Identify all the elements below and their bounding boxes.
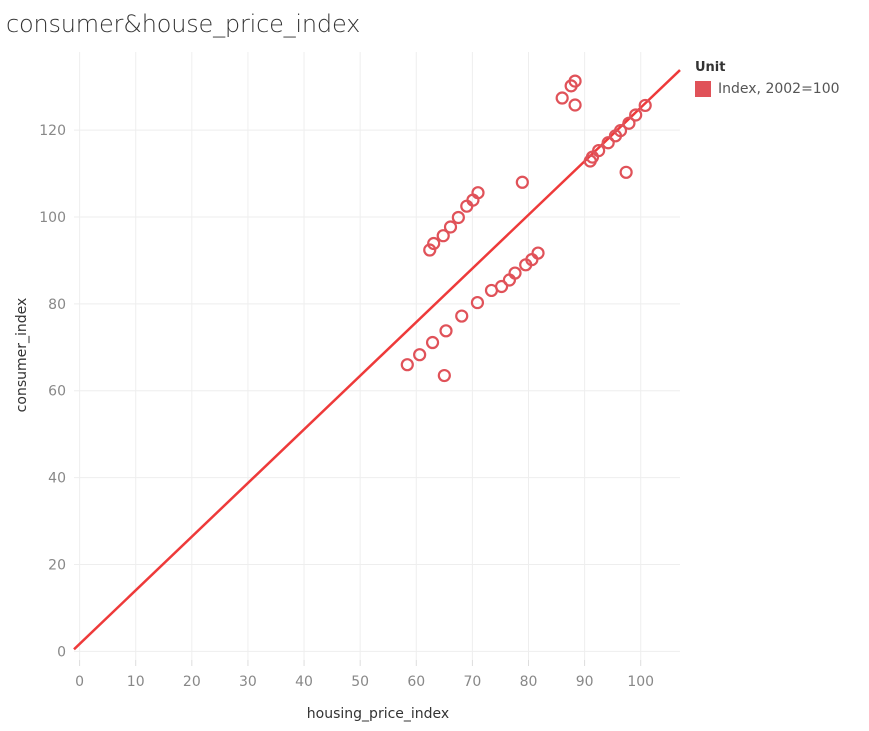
trend-line [73, 69, 681, 651]
data-point[interactable] [439, 324, 453, 338]
grid [74, 52, 680, 666]
data-point[interactable] [508, 266, 522, 280]
data-point[interactable] [568, 74, 582, 88]
data-point[interactable] [568, 98, 582, 112]
data-point[interactable] [455, 309, 469, 323]
x-tick-label: 10 [127, 674, 145, 690]
data-point[interactable] [400, 358, 414, 372]
y-tick-label: 100 [39, 210, 66, 226]
data-point[interactable] [494, 279, 509, 294]
data-point[interactable] [470, 295, 485, 310]
data-point[interactable] [592, 143, 606, 158]
data-point[interactable] [443, 220, 458, 234]
y-tick-label: 80 [48, 297, 66, 313]
data-point[interactable] [451, 210, 465, 225]
data-point[interactable] [471, 186, 485, 200]
data-point[interactable] [423, 243, 437, 257]
data-point[interactable] [425, 335, 440, 350]
legend-item[interactable]: Index, 2002=100 [695, 81, 840, 97]
data-points [400, 74, 652, 383]
x-tick-label: 70 [463, 674, 481, 690]
x-tick-label: 30 [239, 674, 257, 690]
x-tick-label: 0 [75, 674, 84, 690]
data-point[interactable] [413, 348, 427, 362]
y-tick-label: 60 [48, 384, 66, 400]
chart-title: consumer&house_price_index [6, 10, 361, 38]
data-point[interactable] [629, 108, 643, 122]
y-tick-label: 120 [39, 123, 66, 139]
x-tick-label: 80 [520, 674, 538, 690]
tick-labels: 0 10 20 30 40 50 60 70 80 90 100 0 20 40 60 80 100 120 [39, 123, 654, 690]
data-point[interactable] [436, 229, 450, 243]
data-point[interactable] [555, 91, 569, 105]
legend-swatch [695, 81, 711, 97]
y-tick-label: 0 [57, 644, 66, 660]
y-tick-label: 20 [48, 557, 66, 573]
x-tick-label: 50 [351, 674, 369, 690]
data-point[interactable] [638, 98, 652, 113]
data-point[interactable] [613, 124, 628, 138]
data-point[interactable] [531, 246, 545, 260]
x-tick-label: 90 [576, 674, 594, 690]
x-tick-label: 20 [183, 674, 201, 690]
data-point[interactable] [437, 368, 451, 383]
x-tick-label: 60 [407, 674, 425, 690]
data-point[interactable] [622, 116, 636, 130]
data-point[interactable] [619, 165, 633, 179]
trend-line-layer [73, 69, 681, 651]
data-point[interactable] [427, 236, 441, 251]
x-tick-label: 40 [295, 674, 313, 690]
y-tick-label: 40 [48, 471, 66, 487]
x-tick-label: 100 [627, 674, 654, 690]
legend-title: Unit [695, 60, 726, 75]
data-point[interactable] [515, 175, 529, 189]
legend-item-label: Index, 2002=100 [718, 81, 840, 97]
y-axis-label: consumer_index [14, 298, 30, 413]
data-point[interactable] [601, 136, 615, 150]
x-axis-label: housing_price_index [307, 706, 449, 722]
legend: Unit Index, 2002=100 [695, 60, 840, 97]
